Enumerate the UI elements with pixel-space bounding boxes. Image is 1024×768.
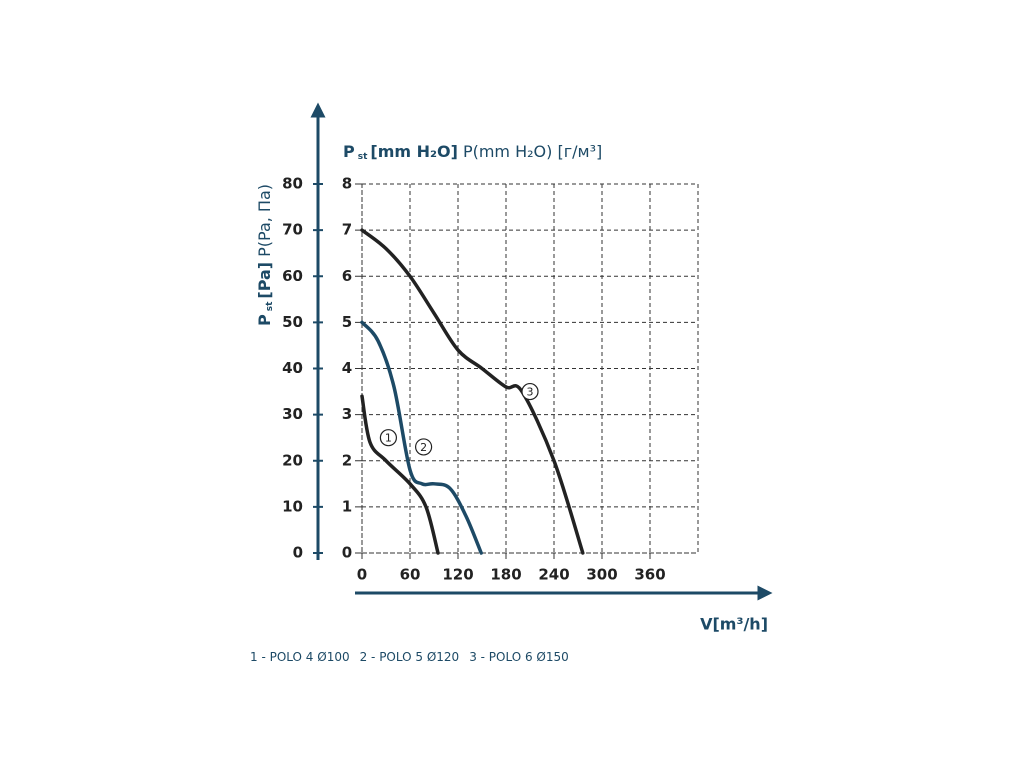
y2-tick-label: 3 [342,405,352,423]
legend-entry: 1 - POLO 4 Ø100 [250,650,350,664]
y-symbol: P [255,314,274,326]
y2-tick-label: 0 [342,544,352,562]
y-tick-label: 40 [282,359,303,377]
y-alt: P(Pa, Па) [255,184,274,257]
series-line [360,320,483,555]
series-line [360,394,440,555]
annotation-circle [415,438,433,456]
y2-tick-label: 8 [342,175,352,193]
annotation-circle [521,382,539,401]
annotation: 3 [527,386,534,399]
x-tick-label: 60 [400,566,421,584]
legend: 1 - POLO 4 Ø100 2 - POLO 5 Ø120 3 - POLO 6… [250,650,569,664]
y-tick-label: 80 [282,175,303,193]
y2-sub: st [358,152,368,162]
x-tick-label: 300 [586,566,617,584]
x-tick-label: 0 [357,566,367,584]
x-tick-label: 120 [442,566,473,584]
y2-tick-label: 4 [342,359,352,377]
y-tick-label: 30 [282,405,303,423]
y-sub: st [265,301,275,311]
x-tick-label: 360 [634,566,665,584]
y2-tick-label: 7 [342,221,352,239]
annotation-circle [379,429,397,447]
x-tick-label: 240 [538,566,569,584]
legend-entry: 2 - POLO 5 Ø120 [360,650,460,664]
y-unit: [Pa] [255,262,274,299]
y-tick-label: 10 [282,497,303,515]
y-tick-label: 20 [282,451,303,469]
y-tick-label: 70 [282,221,303,239]
y2-unit: [mm H₂O] [370,142,458,161]
x-axis-title: V[m³/h] [700,615,768,634]
y-tick-label: 50 [282,313,303,331]
y2-tick-label: 2 [342,451,352,469]
y2-alt: P(mm H₂O) [г/м³] [463,142,602,161]
y-tick-label: 0 [293,544,303,562]
y-axis-title: Pst [Pa] P(Pa, Па) [255,184,275,326]
legend-entry: 3 - POLO 6 Ø150 [469,650,569,664]
y2-tick-label: 6 [342,267,352,285]
annotation: 2 [420,441,427,454]
y2-tick-label: 1 [342,497,352,515]
annotation: 1 [385,432,392,445]
x-tick-label: 180 [490,566,521,584]
y2-symbol: P [343,142,355,161]
y2-tick-label: 5 [342,313,352,331]
y-tick-label: 60 [282,267,303,285]
series-line [360,228,585,555]
